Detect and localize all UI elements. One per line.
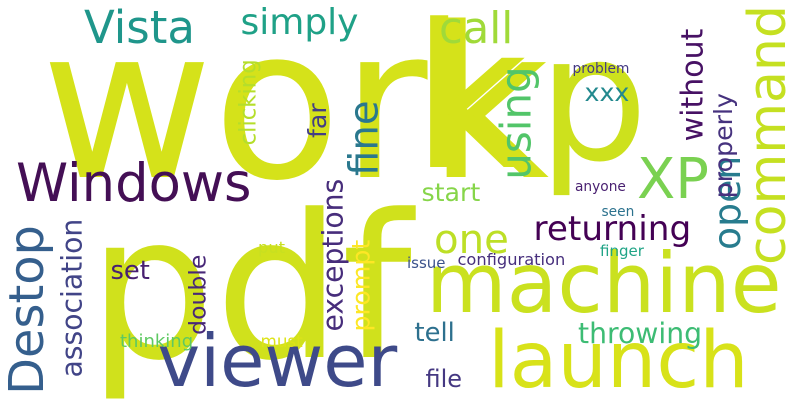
word-xxx: xxx [584,78,630,107]
word-tell: tell [414,318,455,348]
word-put: put [258,238,285,257]
word-using: using [491,65,541,180]
word-seen: seen [601,204,635,220]
word-viewer: viewer [157,319,398,400]
word-thinking: thinking [120,331,194,352]
word-without: without [674,28,710,142]
word-problem: problem [572,61,630,77]
word-p: p [538,0,649,200]
word-far: far [302,102,332,138]
word-returning: returning [533,209,692,249]
word-clicking: clicking [235,59,262,146]
word-throwing: throwing [578,317,703,350]
word-fine: fine [341,99,388,176]
word-vista: Vista [84,1,195,54]
word-launch: launch [488,316,749,400]
word-prompt: prompt [345,239,375,332]
word-must: must [260,331,303,351]
word-exceptions: exceptions [315,178,349,332]
word-association: association [54,218,88,378]
word-double: double [183,254,212,335]
word-file: file [425,365,463,393]
word-machine: machine [426,235,782,332]
word-properly: properly [708,92,738,198]
word-command: command [737,5,798,266]
word-issue: issue [407,254,446,272]
word-simply: simply [240,2,359,43]
word-set: set [110,256,150,286]
word-windows: Windows [16,153,252,214]
word-start: start [421,178,481,207]
word-configuration: configuration [457,250,566,269]
word-xp: XP [637,147,710,212]
word-k: k [412,0,528,215]
word-anyone: anyone [575,179,626,195]
word-destop: Destop [0,225,55,395]
word-pdf: pdf [88,173,412,400]
word-work: work [41,0,550,227]
word-call: call [439,4,514,54]
word-one: one [434,217,509,263]
word-finger: finger [600,242,644,260]
